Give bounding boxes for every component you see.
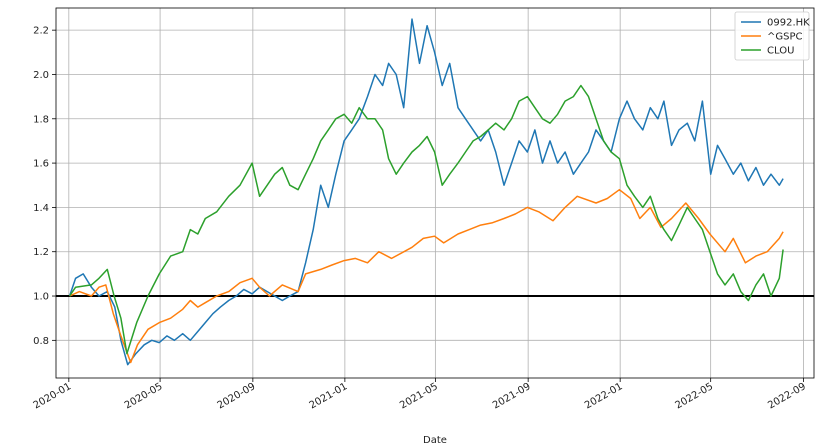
legend: 0992.HK ^GSPC CLOU [734,11,810,61]
y-axis-ticks: 0.8 1.0 1.2 1.4 1.6 1.8 2.0 2.2 [33,26,56,347]
x-tick-label: 2020-09 [216,381,258,411]
x-axis-label: Date [423,435,447,446]
y-tick-label: 2.0 [33,70,49,81]
x-tick-label: 2021-05 [398,381,440,411]
y-tick-label: 1.2 [33,247,49,258]
y-tick-label: 0.8 [33,336,49,347]
series-line-gspc [69,188,784,364]
legend-label: ^GSPC [767,32,803,43]
x-tick-label: 2020-05 [123,381,165,411]
y-tick-label: 1.8 [33,114,49,125]
x-tick-label: 2021-01 [308,381,350,411]
x-tick-label: 2022-05 [673,381,715,411]
x-tick-label: 2020-01 [32,381,74,411]
legend-box [734,11,810,61]
legend-label: 0992.HK [767,18,810,29]
legend-label: CLOU [767,46,794,57]
x-tick-label: 2021-09 [491,381,533,411]
y-tick-label: 1.6 [33,159,49,170]
x-tick-label: 2022-01 [583,381,625,411]
y-tick-label: 2.2 [33,26,49,37]
series-line-0992hk [68,18,784,366]
y-tick-label: 1.4 [33,203,49,214]
series-line-clou [68,84,784,355]
x-axis-ticks: 2020-01 2020-05 2020-09 2021-01 2021-05 2021-… [32,378,808,411]
series-layer [68,18,784,366]
grid-lines [56,8,814,378]
y-tick-label: 1.0 [33,292,49,303]
x-tick-label: 2022-09 [766,381,808,411]
